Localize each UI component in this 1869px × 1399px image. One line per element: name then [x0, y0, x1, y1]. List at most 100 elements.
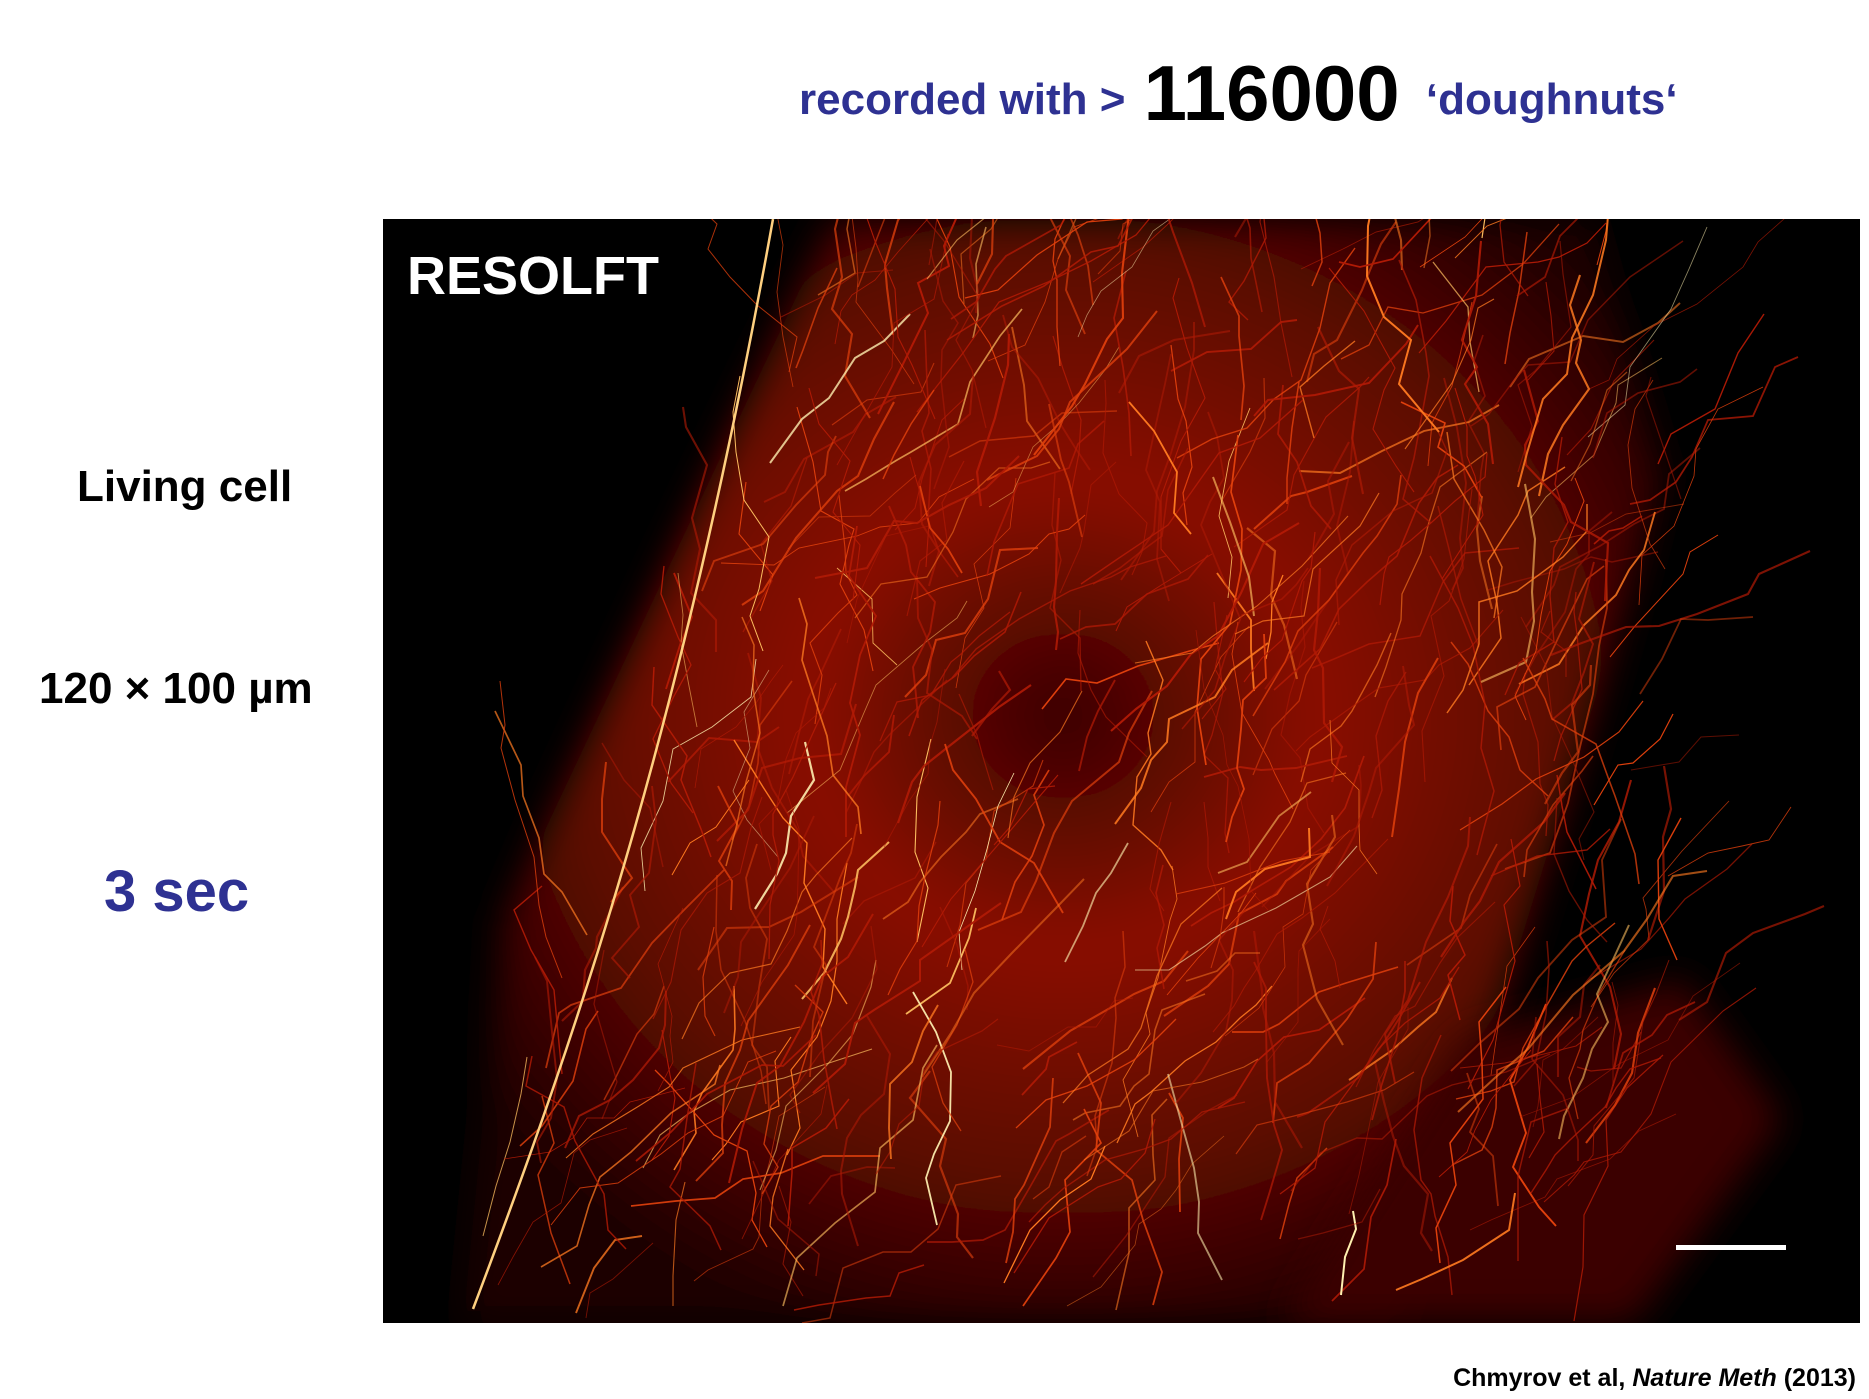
filament — [651, 666, 712, 858]
filament — [1212, 476, 1255, 617]
filament — [809, 494, 858, 725]
filament — [987, 219, 1099, 362]
filament — [694, 664, 784, 789]
filament — [809, 823, 858, 1078]
filament — [1155, 864, 1165, 990]
filament — [1611, 981, 1619, 1086]
filament — [1266, 918, 1331, 1063]
filament — [1049, 219, 1086, 335]
filament — [1504, 558, 1608, 870]
filament — [836, 233, 949, 466]
filament — [801, 1175, 1002, 1323]
filament — [667, 726, 780, 783]
cell-body — [463, 219, 1663, 1323]
filament — [1175, 851, 1331, 895]
filament — [896, 684, 1032, 824]
filament — [1504, 436, 1569, 696]
filament — [681, 837, 853, 1040]
filament — [1062, 887, 1223, 1104]
filament — [1225, 827, 1312, 920]
filament — [1286, 381, 1300, 504]
filament — [1290, 1053, 1551, 1192]
filament — [1077, 219, 1171, 338]
filaments — [471, 219, 1825, 1323]
filament — [1499, 219, 1529, 297]
filament — [763, 396, 897, 503]
filament — [1593, 515, 1643, 545]
filament — [1678, 905, 1825, 1021]
filament — [741, 1084, 828, 1240]
filament — [948, 410, 1118, 458]
filament — [958, 772, 1015, 971]
filament — [725, 616, 761, 867]
filament — [1102, 379, 1148, 576]
filament — [1338, 219, 1432, 268]
filament — [1086, 930, 1126, 1177]
filament — [812, 902, 1002, 1094]
filament — [1233, 376, 1370, 548]
filament — [1340, 1210, 1358, 1296]
filament — [1237, 772, 1347, 913]
filament — [1203, 755, 1348, 778]
filament — [960, 219, 998, 305]
filament — [1170, 319, 1298, 372]
filament — [1097, 219, 1134, 275]
filament — [1556, 964, 1601, 1077]
filament — [1519, 962, 1741, 1118]
filament — [854, 461, 1051, 619]
filament — [1212, 838, 1389, 1033]
filament — [1490, 828, 1611, 877]
filament — [1556, 774, 1597, 890]
filament — [1064, 842, 1129, 963]
filament — [834, 219, 929, 345]
filament — [1273, 464, 1459, 691]
filament — [1630, 734, 1740, 771]
filament — [716, 703, 858, 842]
filament — [1115, 553, 1213, 632]
filament — [540, 1064, 721, 1268]
filament — [1592, 368, 1698, 459]
filament — [1455, 922, 1616, 1100]
filament — [1059, 461, 1117, 594]
filament — [1217, 997, 1366, 1109]
filament — [778, 1185, 804, 1297]
filament — [866, 219, 936, 420]
filament — [1122, 865, 1178, 1138]
filament — [1437, 505, 1480, 648]
filament — [1427, 301, 1473, 467]
filament — [912, 991, 952, 1226]
filament — [788, 628, 842, 775]
filament — [550, 1050, 777, 1226]
filament — [1217, 791, 1312, 874]
filament — [1470, 240, 1684, 427]
filament — [1170, 344, 1193, 526]
filament — [1394, 219, 1404, 271]
filament — [1553, 797, 1608, 943]
filament — [759, 959, 877, 1191]
filament — [1118, 329, 1231, 394]
filament — [1253, 324, 1419, 417]
filament — [921, 878, 1085, 1078]
filament — [1301, 814, 1344, 1046]
filament — [702, 926, 716, 1037]
method-label: RESOLFT — [407, 246, 659, 306]
duration-label: 3 sec — [104, 859, 250, 924]
filament — [971, 670, 1012, 737]
field-of-view-label: 120 × 100 µm — [39, 664, 313, 713]
filament — [1383, 816, 1471, 1084]
filament — [601, 761, 634, 903]
filament — [635, 1034, 817, 1162]
filament — [1048, 403, 1083, 538]
filament — [1057, 219, 1077, 260]
filament — [1438, 1049, 1532, 1178]
filament — [1413, 1034, 1453, 1296]
filament — [1522, 657, 1640, 885]
filament — [769, 313, 911, 464]
filament — [1077, 1052, 1163, 1306]
filament — [888, 505, 937, 719]
filament — [786, 600, 968, 814]
filament — [494, 710, 588, 936]
filament — [1459, 700, 1644, 831]
citation-journal: Nature Meth — [1632, 1364, 1777, 1392]
filament — [1593, 713, 1674, 806]
